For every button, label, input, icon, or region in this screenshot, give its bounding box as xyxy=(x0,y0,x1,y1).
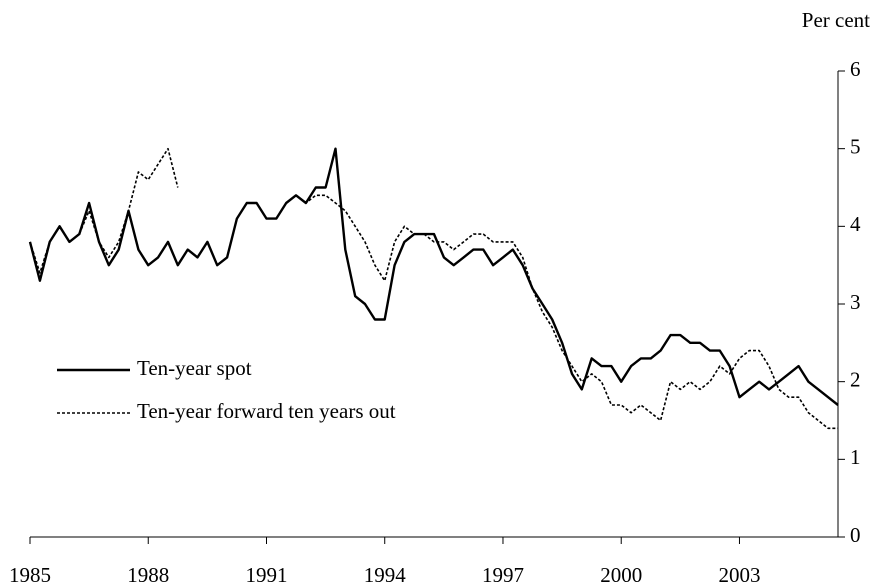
x-tick-label: 1997 xyxy=(482,563,524,587)
y-tick-label: 5 xyxy=(850,134,861,158)
x-tick-label: 1994 xyxy=(364,563,407,587)
y-axis-label: Per cent xyxy=(802,8,870,32)
legend-label: Ten-year forward ten years out xyxy=(137,399,396,423)
y-tick-label: 2 xyxy=(850,367,861,391)
x-tick-label: 1991 xyxy=(245,563,287,587)
x-tick-label: 1985 xyxy=(9,563,51,587)
y-tick-label: 3 xyxy=(850,290,861,314)
legend-label: Ten-year spot xyxy=(137,356,252,380)
y-tick-label: 6 xyxy=(850,57,861,81)
series-line xyxy=(29,147,838,430)
x-tick-label: 2000 xyxy=(600,563,642,587)
x-tick-label: 1988 xyxy=(127,563,169,587)
y-tick-label: 4 xyxy=(850,212,861,236)
y-tick-label: 1 xyxy=(850,445,861,469)
x-tick-label: 2003 xyxy=(718,563,760,587)
y-tick-label: 0 xyxy=(850,523,861,547)
series-line xyxy=(28,147,839,406)
